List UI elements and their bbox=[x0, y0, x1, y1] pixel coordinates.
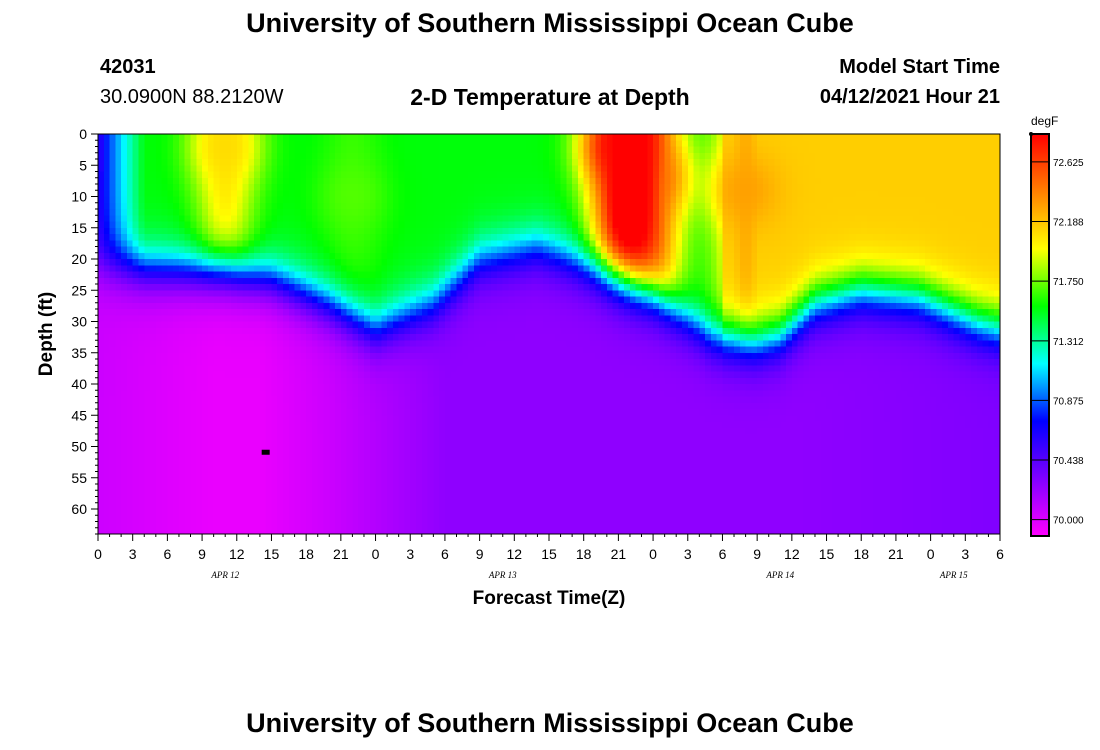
y-tick-label: 0 bbox=[79, 126, 87, 142]
x-tick-label: 9 bbox=[753, 546, 761, 562]
colorbar-ticks: 70.000 70.438 70.875 71.312 71.750 72.188 72.6… bbox=[1029, 132, 1084, 527]
y-tick-label: 35 bbox=[71, 345, 87, 361]
station-id: 42031 bbox=[100, 56, 156, 78]
x-tick-label: 18 bbox=[298, 546, 314, 562]
colorbar bbox=[1030, 133, 1050, 537]
page-title: University of Southern Mississippi Ocean… bbox=[246, 8, 854, 38]
data-marker bbox=[261, 449, 270, 455]
station-coordinates: 30.0900N 88.2120W bbox=[100, 86, 284, 108]
date-label: APR 12 bbox=[210, 570, 239, 580]
x-tick-label: 6 bbox=[996, 546, 1004, 562]
x-axis: 0 3 6 9 12 15 18 21 0 3 6 9 12 15 18 21 0 3 6 9 12 15 18 21 0 3 6 bbox=[94, 534, 1004, 562]
date-label: APR 13 bbox=[488, 570, 517, 580]
x-tick-label: 6 bbox=[163, 546, 171, 562]
y-tick-label: 40 bbox=[71, 376, 87, 392]
x-tick-label: 12 bbox=[507, 546, 523, 562]
colorbar-tick-label: 70.438 bbox=[1053, 456, 1084, 467]
x-tick-label: 0 bbox=[94, 546, 102, 562]
x-tick-label: 6 bbox=[719, 546, 727, 562]
y-tick-label: 55 bbox=[71, 470, 87, 486]
date-labels: APR 12 APR 13 APR 14 APR 15 bbox=[210, 570, 968, 580]
y-axis-label: Depth (ft) bbox=[36, 292, 57, 376]
x-tick-label: 15 bbox=[264, 546, 280, 562]
date-label: APR 14 bbox=[765, 570, 794, 580]
colorbar-tick-label: 72.625 bbox=[1053, 158, 1084, 169]
x-axis-label: Forecast Time(Z) bbox=[473, 588, 626, 609]
x-tick-label: 21 bbox=[333, 546, 349, 562]
date-label: APR 15 bbox=[939, 570, 968, 580]
y-tick-label: 15 bbox=[71, 220, 87, 236]
x-tick-label: 15 bbox=[819, 546, 835, 562]
y-tick-label: 30 bbox=[71, 314, 87, 330]
colorbar-tick-label: 71.312 bbox=[1053, 337, 1084, 348]
y-tick-label: 50 bbox=[71, 439, 87, 455]
colorbar-tick-label: 70.000 bbox=[1053, 516, 1084, 527]
colorbar-unit: degF bbox=[1031, 114, 1058, 128]
y-axis: 0 5 10 15 20 25 30 35 40 45 50 55 60 bbox=[71, 126, 98, 535]
x-tick-label: 9 bbox=[198, 546, 206, 562]
x-tick-label: 18 bbox=[853, 546, 869, 562]
x-tick-label: 3 bbox=[129, 546, 137, 562]
x-tick-label: 3 bbox=[961, 546, 969, 562]
x-tick-label: 3 bbox=[684, 546, 692, 562]
y-tick-label: 25 bbox=[71, 282, 87, 298]
x-tick-label: 0 bbox=[927, 546, 935, 562]
x-tick-label: 18 bbox=[576, 546, 592, 562]
plot-title: 2-D Temperature at Depth bbox=[410, 84, 690, 110]
x-tick-label: 21 bbox=[888, 546, 904, 562]
x-tick-label: 12 bbox=[229, 546, 245, 562]
x-tick-label: 12 bbox=[784, 546, 800, 562]
x-tick-label: 21 bbox=[611, 546, 627, 562]
y-tick-label: 5 bbox=[79, 157, 87, 173]
footer-title: University of Southern Mississippi Ocean… bbox=[246, 708, 854, 738]
y-tick-label: 60 bbox=[71, 501, 87, 517]
temperature-heatmap bbox=[98, 134, 1000, 534]
x-tick-label: 3 bbox=[406, 546, 414, 562]
model-start-time: 04/12/2021 Hour 21 bbox=[819, 86, 1000, 108]
colorbar-tick-label: 72.188 bbox=[1053, 217, 1084, 228]
x-tick-label: 6 bbox=[441, 546, 449, 562]
x-tick-label: 15 bbox=[541, 546, 557, 562]
x-tick-label: 0 bbox=[372, 546, 380, 562]
x-tick-label: 9 bbox=[476, 546, 484, 562]
colorbar-tick-label: 70.875 bbox=[1053, 396, 1084, 407]
x-tick-label: 0 bbox=[649, 546, 657, 562]
colorbar-cap bbox=[1029, 132, 1033, 136]
y-tick-label: 20 bbox=[71, 251, 87, 267]
model-start-label: Model Start Time bbox=[839, 56, 1000, 78]
y-tick-label: 45 bbox=[71, 407, 87, 423]
y-tick-label: 10 bbox=[71, 189, 87, 205]
colorbar-tick-label: 71.750 bbox=[1053, 277, 1084, 288]
